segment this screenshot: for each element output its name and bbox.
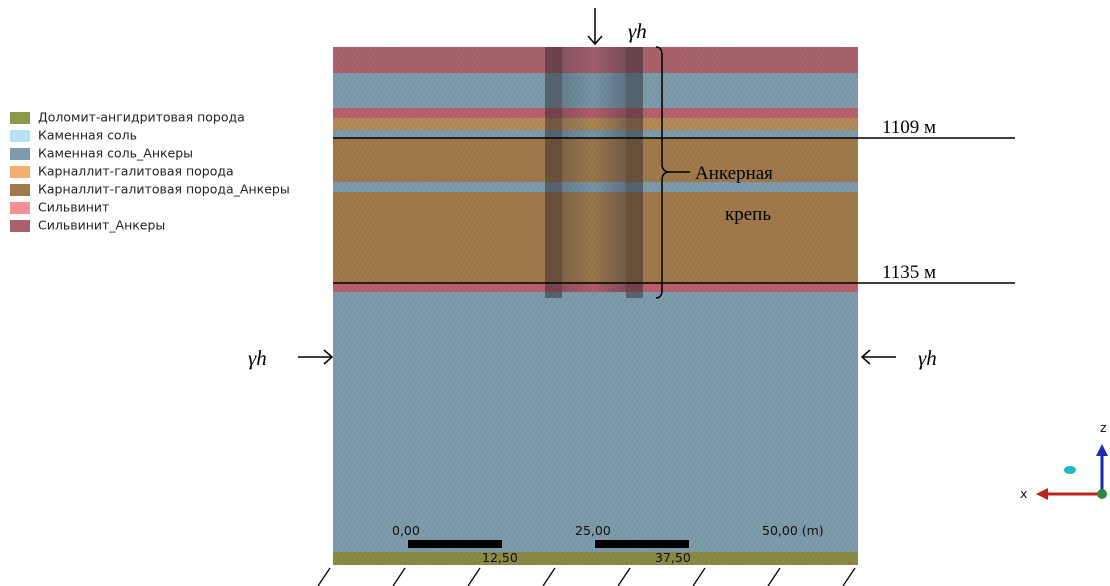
axis-triad: z x	[1020, 420, 1108, 501]
legend: Доломит-ангидритовая порода Каменная сол…	[10, 110, 290, 233]
legend-swatch	[10, 130, 30, 142]
scale-label: 25,00	[575, 523, 611, 538]
pillar	[626, 47, 643, 298]
scale-bar	[408, 540, 502, 548]
axis-label: z	[1100, 420, 1107, 435]
scale-bar	[595, 540, 689, 548]
pillar	[545, 47, 562, 298]
legend-swatch	[10, 220, 30, 232]
legend-label: Доломит-ангидритовая порода	[38, 110, 245, 125]
legend-swatch	[10, 184, 30, 196]
axis-label: x	[1020, 486, 1027, 501]
scale-label: 50,00 (m)	[762, 523, 824, 538]
legend-swatch	[10, 148, 30, 160]
model	[318, 47, 858, 586]
legend-label: Карналлит-галитовая порода	[38, 164, 234, 179]
ground-hatch	[318, 568, 855, 586]
scale-label: 37,50	[655, 550, 691, 565]
legend-label: Карналлит-галитовая порода_Анкеры	[38, 182, 290, 197]
scale-label: 12,50	[482, 550, 518, 565]
load-label: γh	[248, 346, 267, 370]
depth-label: 1135 м	[882, 262, 936, 283]
anchor-label: крепь	[725, 204, 771, 225]
legend-swatch	[10, 112, 30, 124]
anchor-label: Анкерная	[695, 163, 773, 184]
legend-label: Сильвинит_Анкеры	[38, 218, 165, 233]
legend-swatch	[10, 202, 30, 214]
depth-label: 1109 м	[882, 117, 936, 138]
load-label: γh	[918, 346, 937, 370]
legend-label: Каменная соль_Анкеры	[38, 146, 193, 161]
legend-label: Каменная соль	[38, 128, 137, 143]
load-label: γh	[628, 19, 647, 43]
legend-label: Сильвинит	[38, 200, 109, 215]
shaft	[562, 47, 626, 292]
legend-swatch	[10, 166, 30, 178]
scale-label: 0,00	[392, 523, 420, 538]
diagram: 1109 м 1135 м Анкерная крепь γh γh γh 0,…	[0, 0, 1110, 586]
